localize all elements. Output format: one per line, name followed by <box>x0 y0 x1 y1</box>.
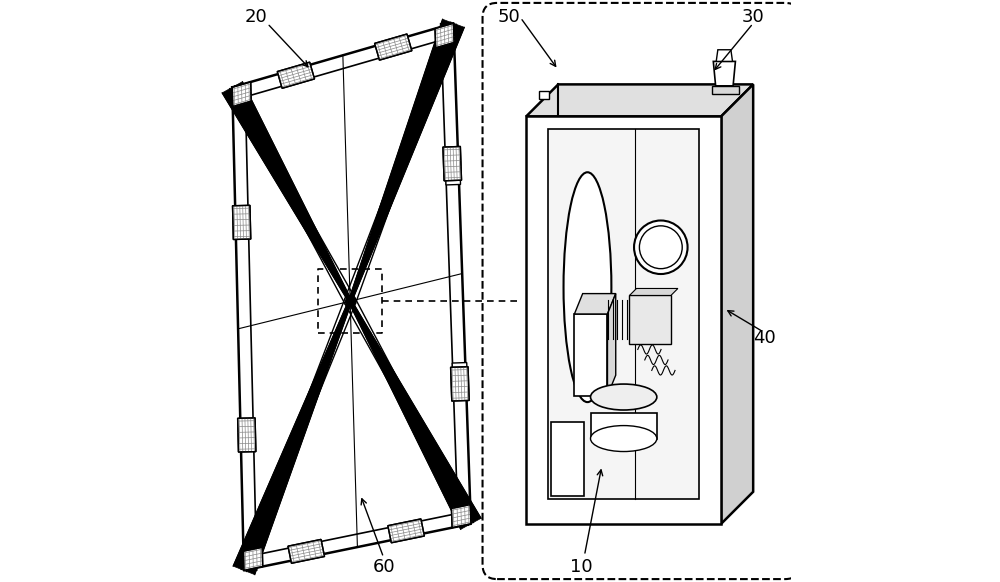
Polygon shape <box>349 300 481 530</box>
Bar <box>712 86 739 94</box>
Ellipse shape <box>591 425 657 452</box>
Text: 40: 40 <box>753 329 776 346</box>
Polygon shape <box>526 116 721 524</box>
Polygon shape <box>233 205 251 239</box>
Bar <box>629 296 671 343</box>
Text: 10: 10 <box>570 559 593 576</box>
Polygon shape <box>574 293 616 314</box>
Polygon shape <box>238 418 256 452</box>
Polygon shape <box>232 82 251 107</box>
Polygon shape <box>629 289 678 296</box>
Polygon shape <box>526 84 753 116</box>
Ellipse shape <box>639 226 682 269</box>
Polygon shape <box>721 84 753 524</box>
Polygon shape <box>591 413 657 439</box>
Polygon shape <box>375 34 412 60</box>
Polygon shape <box>716 49 733 61</box>
Text: 60: 60 <box>372 559 395 576</box>
Polygon shape <box>435 23 454 48</box>
Ellipse shape <box>564 172 611 402</box>
Polygon shape <box>243 547 263 570</box>
Text: 30: 30 <box>742 9 765 26</box>
Polygon shape <box>451 367 469 401</box>
Bar <box>539 91 549 99</box>
Polygon shape <box>233 300 352 574</box>
Ellipse shape <box>591 384 657 410</box>
Polygon shape <box>288 540 325 563</box>
Text: 50: 50 <box>497 9 520 26</box>
Polygon shape <box>443 147 462 181</box>
Polygon shape <box>548 129 699 499</box>
Polygon shape <box>445 162 461 185</box>
Polygon shape <box>222 81 352 302</box>
Text: 20: 20 <box>244 9 267 26</box>
Bar <box>574 314 607 396</box>
Ellipse shape <box>634 221 688 274</box>
Polygon shape <box>348 19 464 302</box>
Bar <box>551 423 584 496</box>
Polygon shape <box>277 62 315 88</box>
Polygon shape <box>388 519 424 543</box>
Polygon shape <box>713 61 735 86</box>
Polygon shape <box>451 505 471 528</box>
Polygon shape <box>607 293 616 396</box>
Polygon shape <box>452 363 468 385</box>
